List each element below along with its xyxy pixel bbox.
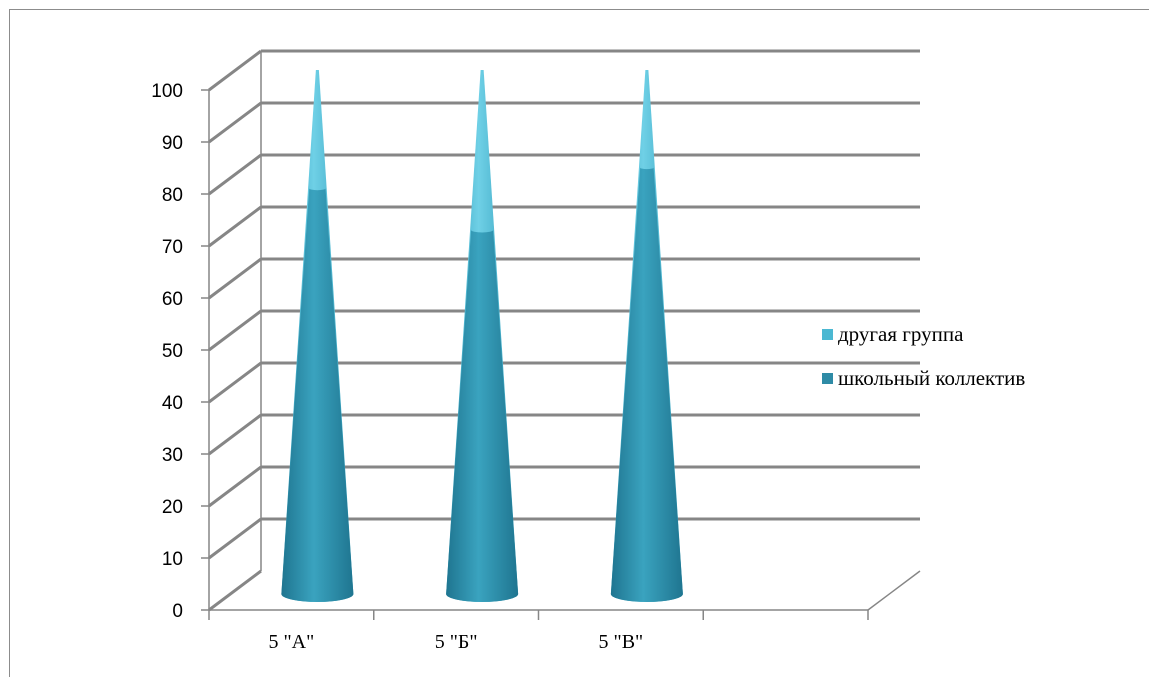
y-tick-label: 90	[162, 133, 183, 154]
legend-label-other-group: другая группа	[838, 321, 964, 346]
side-wall-gridline	[208, 309, 262, 352]
legend-label-school-collective: школьный коллектив	[838, 365, 1026, 390]
legend-swatch-other-group	[822, 328, 833, 340]
side-wall-gridline	[208, 569, 262, 612]
side-wall-gridline	[208, 257, 262, 300]
side-wall-gridline	[208, 517, 262, 560]
legend-item-other-group: другая группа	[822, 312, 1025, 356]
cone-school-collective	[281, 188, 354, 602]
floor-right-edge	[867, 570, 921, 611]
y-tick-label: 0	[172, 601, 183, 622]
y-tick-label: 50	[162, 341, 183, 362]
side-wall-gridline	[208, 413, 262, 456]
x-category-label: 5 "Б"	[435, 631, 478, 653]
y-tick-label: 70	[162, 237, 183, 258]
side-wall-gridline	[208, 153, 262, 196]
chart-frame	[9, 9, 1149, 677]
gridlines	[208, 49, 920, 612]
side-wall-gridline	[208, 101, 262, 144]
cone-school-collective	[446, 230, 519, 602]
axes	[201, 51, 921, 620]
side-wall-gridline	[208, 465, 262, 508]
legend-swatch-school-collective	[822, 372, 833, 384]
side-wall-gridline	[208, 361, 262, 404]
y-tick-label: 60	[162, 289, 183, 310]
y-tick-label: 30	[162, 445, 183, 466]
side-wall-gridline	[208, 205, 262, 248]
side-wall-gridline	[208, 49, 262, 92]
legend-item-school-collective: школьный коллектив	[822, 356, 1025, 400]
legend: другая группа школьный коллектив	[822, 312, 1025, 400]
y-tick-label: 20	[162, 497, 183, 518]
x-category-label: 5 "В"	[599, 631, 644, 653]
cones	[281, 70, 683, 602]
y-tick-label: 40	[162, 393, 183, 414]
cone-school-collective	[610, 167, 683, 602]
y-tick-label: 80	[162, 185, 183, 206]
y-tick-label: 10	[162, 549, 183, 570]
x-category-label: 5 "А"	[268, 631, 314, 653]
axis-labels: 0 10 20 30 40 50 60 70 80 90 100 5 "А" 5 "Б" 5 "В"	[151, 81, 643, 653]
y-tick-label: 100	[151, 81, 183, 102]
